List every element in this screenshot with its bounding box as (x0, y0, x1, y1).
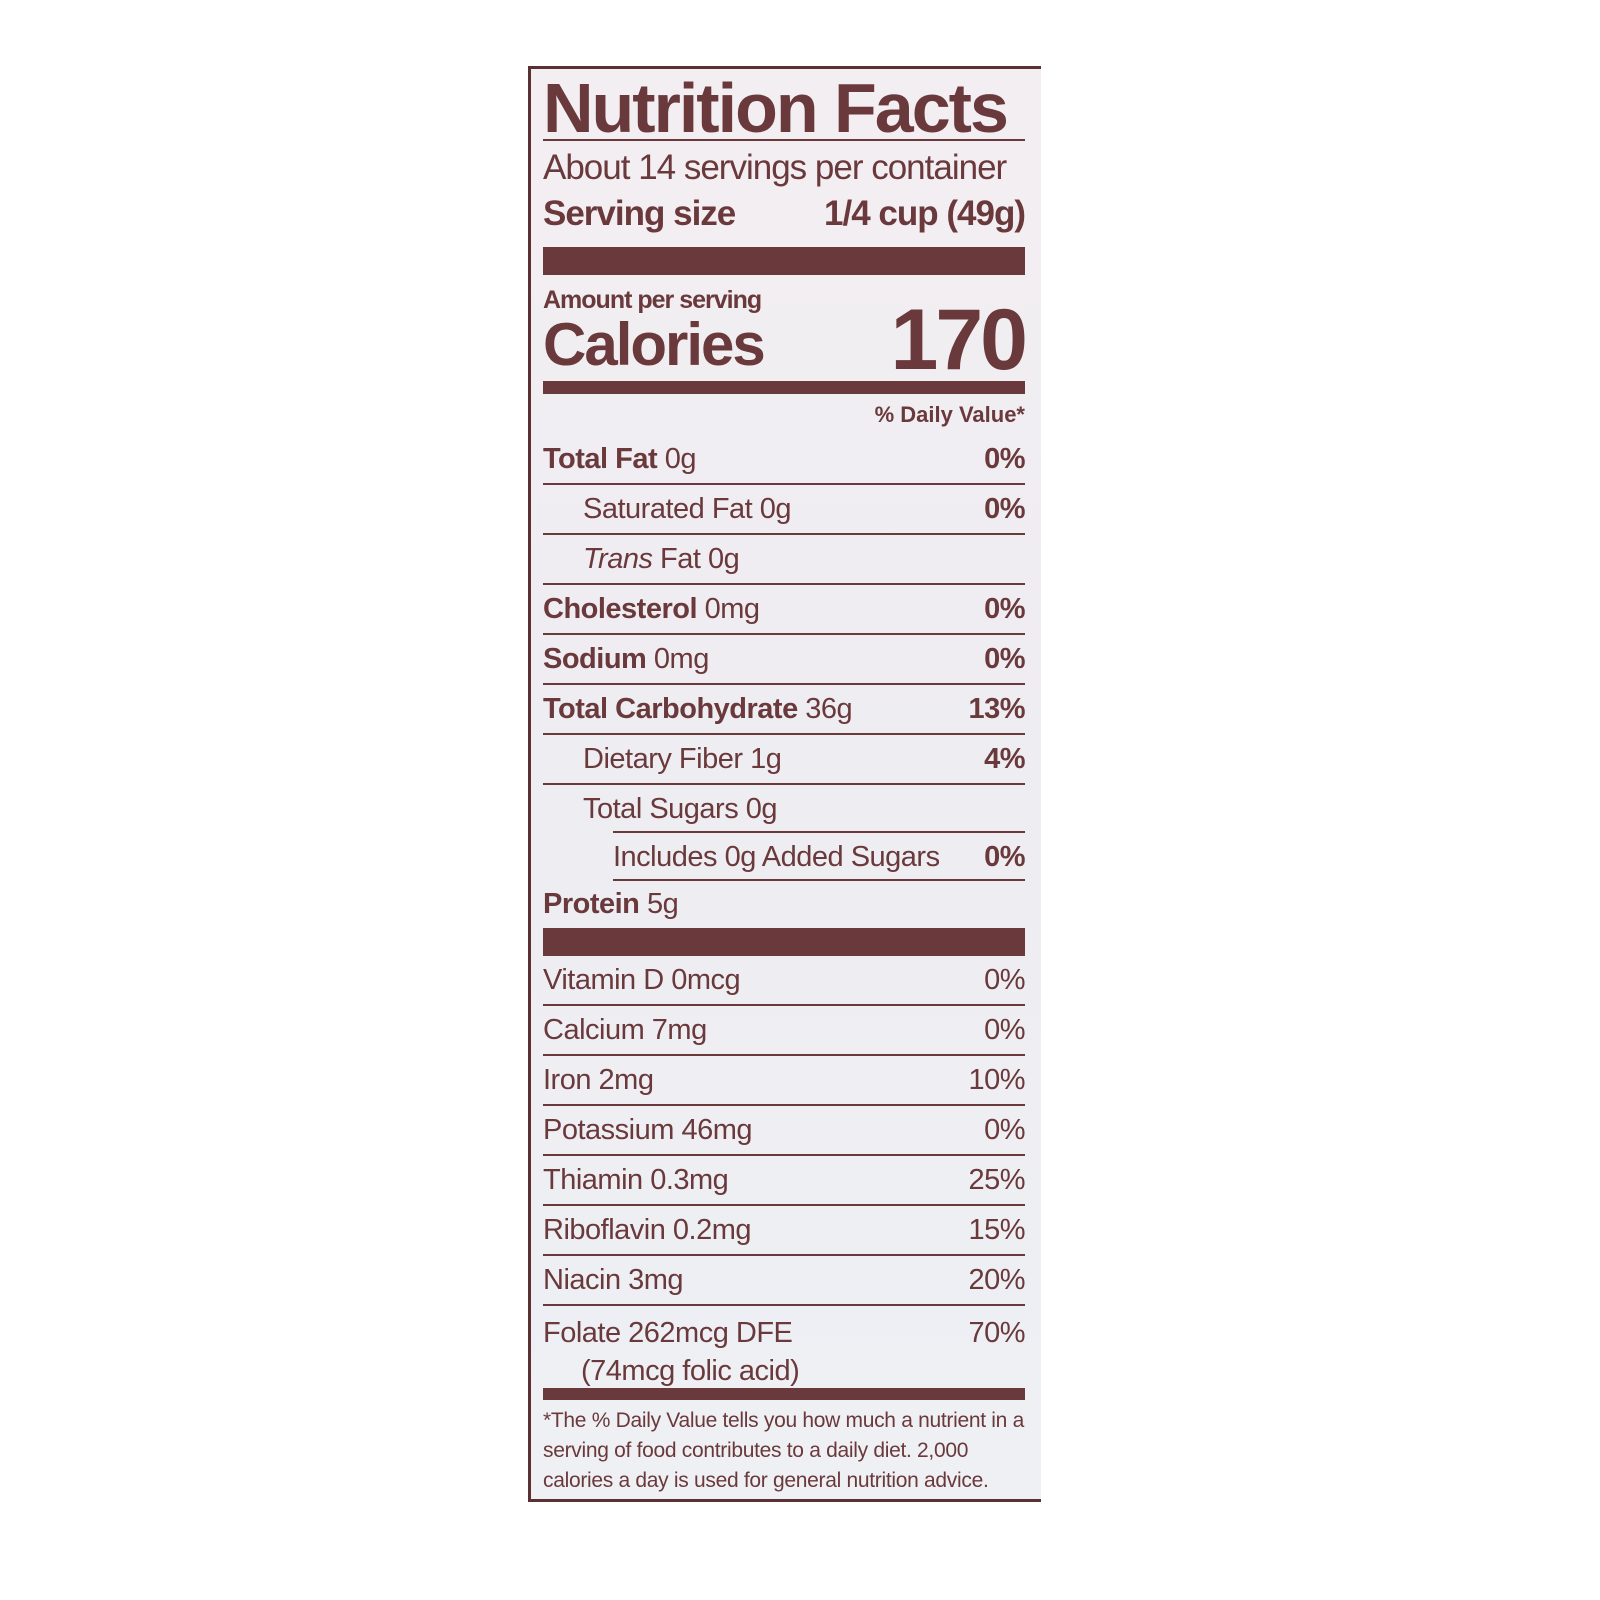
servings-per-container: About 14 servings per container (543, 148, 1007, 187)
vitamin-text: Vitamin D 0mcg (543, 963, 741, 996)
nutrient-name: Total Fat (543, 442, 658, 475)
vitamin-row: Thiamin 0.3mg 25% (543, 1156, 1025, 1206)
nutrient-dv: 0% (984, 642, 1025, 675)
nutrient-amount: 0g (664, 442, 697, 475)
nutrient-amount: 0g (759, 492, 792, 525)
nutrient-amount: 0mg (704, 592, 760, 625)
nutrient-amount: 1g (750, 742, 782, 775)
vitamin-dv: 0% (984, 1113, 1025, 1146)
vitamin-text: Iron 2mg (543, 1063, 654, 1096)
vitamin-row: Iron 2mg 10% (543, 1056, 1025, 1106)
nutrient-row-sodium: Sodium 0mg 0% (543, 635, 1025, 685)
vitamin-row: Riboflavin 0.2mg 15% (543, 1206, 1025, 1256)
vitamin-dv: 70% (968, 1317, 1025, 1349)
vitamin-row: Potassium 46mg 0% (543, 1106, 1025, 1156)
serving-size-value: 1/4 cup (49g) (824, 194, 1026, 233)
vitamin-row: Vitamin D 0mcg 0% (543, 956, 1025, 1006)
vitamin-row: Calcium 7mg 0% (543, 1006, 1025, 1056)
nutrient-name: Dietary Fiber (583, 742, 743, 775)
nutrient-amount: 36g (805, 692, 853, 725)
medium-divider (543, 381, 1025, 394)
nutrient-amount: 0mg (653, 642, 709, 675)
nutrient-name: Sodium (543, 642, 647, 675)
nutrient-amount: 0g (745, 792, 778, 825)
nutrient-row-trans-fat: Trans Fat 0g (543, 535, 1025, 585)
calories-label: Calories (543, 311, 766, 378)
nutrient-dv: 0% (984, 840, 1025, 873)
nutrient-name: Total Carbohydrate (543, 692, 798, 725)
vitamin-dv: 15% (968, 1213, 1025, 1246)
nutrient-name: Trans (583, 542, 653, 575)
vitamin-dv: 25% (968, 1163, 1025, 1196)
divider (543, 139, 1025, 141)
nutrient-dv: 0% (984, 492, 1025, 525)
nutrient-row-total-carbohydrate: Total Carbohydrate 36g 13% (543, 685, 1025, 735)
nutrient-row-dietary-fiber: Dietary Fiber 1g 4% (543, 735, 1025, 785)
thick-divider (543, 928, 1025, 956)
vitamin-text: Niacin 3mg (543, 1263, 684, 1296)
nutrient-row-total-fat: Total Fat 0g 0% (543, 435, 1025, 485)
vitamin-text: Calcium 7mg (543, 1013, 707, 1046)
nutrient-name-rest: Fat (660, 542, 701, 575)
nutrient-row-protein: Protein 5g (543, 881, 1025, 928)
calories-row: Calories 170 (543, 292, 1028, 388)
vitamin-text: Folate 262mcg DFE (543, 1317, 793, 1349)
vitamin-dv: 0% (984, 963, 1025, 996)
vitamin-text: Riboflavin 0.2mg (543, 1213, 752, 1246)
vitamin-subtext: (74mcg folic acid) (581, 1355, 800, 1387)
nutrient-row-cholesterol: Cholesterol 0mg 0% (543, 585, 1025, 635)
nutrient-list: Total Fat 0g 0% Saturated Fat 0g 0% Trans … (543, 435, 1025, 1400)
vitamin-row: Niacin 3mg 20% (543, 1256, 1025, 1306)
thick-divider (543, 247, 1025, 275)
nutrient-row-added-sugars: Includes 0g Added Sugars 0% (543, 833, 1025, 881)
calories-value: 170 (890, 292, 1028, 388)
vitamin-text: Potassium 46mg (543, 1113, 753, 1146)
vitamin-dv: 0% (984, 1013, 1025, 1046)
daily-value-header: % Daily Value* (874, 402, 1025, 427)
vitamin-dv: 20% (968, 1263, 1025, 1296)
nutrient-row-total-sugars: Total Sugars 0g (543, 785, 1025, 833)
vitamin-dv: 10% (968, 1063, 1025, 1096)
nutrient-row-saturated-fat: Saturated Fat 0g 0% (543, 485, 1025, 535)
nutrient-amount: 0g (708, 542, 740, 575)
vitamin-row-folate: Folate 262mcg DFE (74mcg folic acid) 70% (543, 1306, 1025, 1388)
nutrient-name: Cholesterol (543, 592, 698, 625)
nutrient-amount: 5g (646, 888, 679, 920)
serving-size-row: Serving size 1/4 cup (49g) (543, 194, 1026, 234)
nutrient-name: Saturated Fat (583, 492, 753, 525)
nutrient-dv: 0% (984, 442, 1025, 475)
nutrient-name: Total Sugars (583, 792, 739, 825)
serving-size-label: Serving size (543, 194, 736, 233)
nutrient-name: Protein (543, 888, 640, 920)
nutrient-dv: 4% (984, 742, 1025, 775)
medium-divider (543, 1388, 1025, 1400)
footnote: *The % Daily Value tells you how much a … (543, 1409, 1024, 1492)
amount-per-serving: Amount per serving (543, 286, 762, 314)
nutrient-dv: 0% (984, 592, 1025, 625)
nutrient-dv: 13% (968, 692, 1025, 725)
label-title: Nutrition Facts (543, 69, 1009, 147)
vitamin-text: Thiamin 0.3mg (543, 1163, 729, 1196)
nutrient-name: Includes 0g Added Sugars (613, 840, 940, 873)
